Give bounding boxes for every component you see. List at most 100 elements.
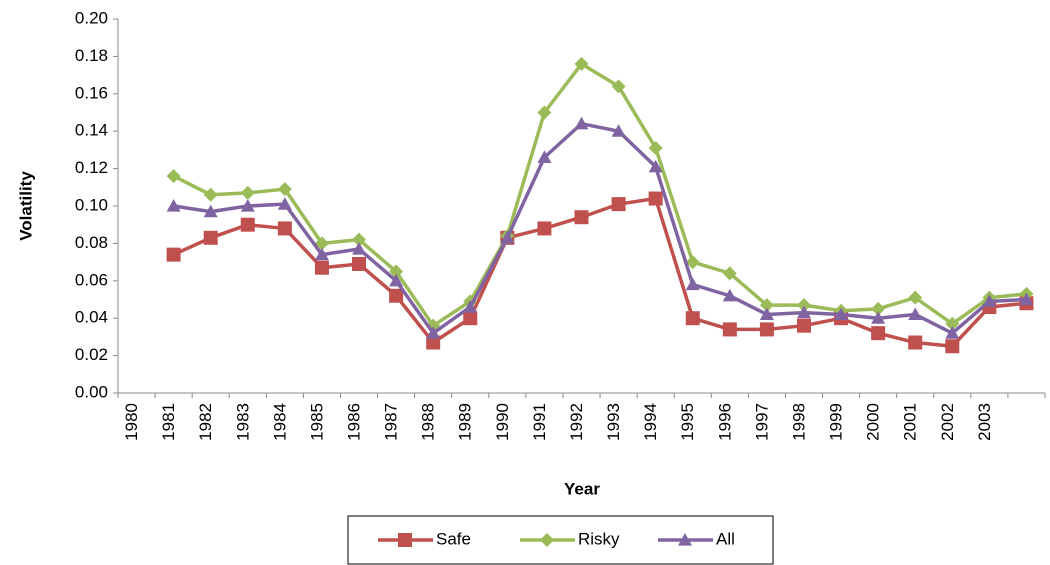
legend-box: [347, 515, 774, 565]
marker: [611, 197, 626, 212]
x-tick-label: 1981: [159, 403, 178, 441]
marker: [240, 199, 255, 212]
marker: [871, 301, 886, 316]
marker: [277, 221, 292, 236]
x-tick-label: 1980: [122, 403, 141, 441]
marker: [685, 277, 700, 291]
y-tick-label: 0.08: [75, 233, 108, 252]
marker: [389, 264, 404, 279]
marker: [722, 322, 737, 337]
marker: [759, 322, 774, 337]
marker: [426, 326, 441, 339]
marker: [240, 185, 255, 200]
legend-label: Risky: [578, 529, 620, 548]
y-tick-label: 0.06: [75, 270, 108, 289]
marker: [722, 288, 737, 302]
series-line: [172, 62, 1027, 328]
x-tick-label: 1992: [567, 403, 586, 441]
marker: [759, 298, 774, 313]
marker: [166, 247, 181, 262]
marker: [611, 79, 626, 94]
marker: [537, 221, 552, 236]
marker: [240, 217, 255, 232]
x-tick-label: 1999: [827, 403, 846, 441]
x-tick-label: 2000: [864, 403, 883, 441]
x-tick-label: 2003: [975, 403, 994, 441]
marker: [166, 169, 181, 184]
marker: [908, 290, 923, 305]
marker: [871, 311, 886, 324]
y-tick-label: 0.00: [75, 382, 108, 401]
marker: [540, 533, 554, 547]
marker: [389, 288, 404, 303]
marker: [500, 230, 515, 244]
marker: [203, 230, 218, 245]
y-tick-label: 0.18: [75, 46, 108, 65]
marker: [1019, 292, 1034, 306]
marker: [426, 335, 441, 350]
y-tick-label: 0.20: [75, 8, 108, 27]
x-tick-label: 1994: [641, 403, 660, 441]
marker: [352, 242, 367, 255]
marker: [314, 260, 329, 275]
marker: [352, 256, 367, 271]
series-line: [172, 196, 1027, 348]
x-tick-label: 1988: [419, 403, 438, 441]
x-tick-label: 1983: [233, 403, 252, 441]
marker: [759, 307, 774, 321]
x-tick-label: 1984: [270, 403, 289, 441]
marker: [871, 326, 886, 341]
marker: [537, 150, 552, 163]
x-tick-label: 1986: [345, 403, 364, 441]
series-line: [173, 121, 1027, 335]
marker: [463, 311, 478, 326]
x-tick-label: 1998: [789, 403, 808, 441]
x-tick-label: 2001: [901, 403, 920, 441]
y-axis-label: Volatility: [16, 171, 35, 241]
x-tick-label: 1993: [604, 403, 623, 441]
marker: [537, 105, 552, 120]
marker: [908, 307, 923, 321]
marker: [648, 159, 663, 173]
x-tick-label: 1996: [715, 403, 734, 441]
x-tick-label: 1982: [196, 403, 215, 441]
marker: [389, 273, 404, 287]
marker: [352, 232, 367, 247]
marker: [398, 533, 412, 547]
marker: [463, 299, 478, 313]
marker: [945, 316, 960, 331]
marker: [908, 335, 923, 350]
marker: [203, 187, 218, 202]
marker: [722, 266, 737, 281]
x-axis-label: Year: [564, 479, 600, 498]
marker: [796, 298, 811, 313]
marker: [678, 533, 692, 546]
marker: [834, 307, 849, 321]
marker: [277, 197, 292, 210]
marker: [611, 124, 626, 137]
marker: [685, 311, 700, 326]
marker: [796, 305, 811, 319]
marker: [648, 141, 663, 156]
x-tick-label: 2002: [938, 403, 957, 441]
x-tick-label: 1995: [678, 403, 697, 441]
marker: [648, 191, 663, 206]
x-tick-label: 1985: [307, 403, 326, 441]
legend-label: Safe: [436, 529, 471, 548]
marker: [203, 204, 218, 218]
marker: [945, 326, 960, 339]
x-tick-label: 1997: [752, 403, 771, 441]
x-tick-label: 1990: [493, 403, 512, 441]
legend-label: All: [716, 529, 735, 548]
y-tick-label: 0.12: [75, 158, 108, 177]
marker: [277, 182, 292, 197]
x-tick-label: 1991: [530, 403, 549, 441]
y-tick-label: 0.10: [75, 195, 108, 214]
y-tick-label: 0.14: [75, 121, 108, 140]
marker: [796, 318, 811, 333]
y-tick-label: 0.04: [75, 308, 108, 327]
x-tick-label: 1987: [382, 403, 401, 441]
marker: [945, 339, 960, 354]
marker: [574, 210, 589, 225]
